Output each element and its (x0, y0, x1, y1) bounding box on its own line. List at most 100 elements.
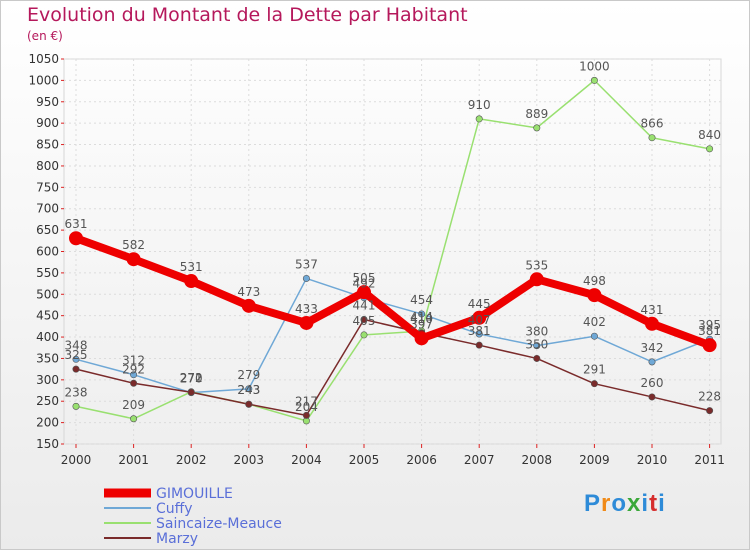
data-point (706, 407, 714, 415)
data-label: 292 (122, 362, 145, 376)
data-point (472, 310, 487, 325)
x-tick-label: 2002 (176, 453, 207, 467)
legend-label: Marzy (156, 531, 198, 547)
data-point (533, 124, 541, 132)
data-point (184, 274, 199, 289)
data-point (529, 272, 544, 287)
y-tick-label: 600 (36, 245, 59, 259)
y-tick-label: 450 (36, 309, 59, 323)
series-line-cuffy (75, 277, 711, 394)
data-point (130, 371, 138, 379)
x-tick-label: 2004 (291, 453, 322, 467)
data-label: 431 (641, 303, 664, 317)
x-tick-label: 2000 (61, 453, 92, 467)
series-line-saincaize-meauce (75, 79, 711, 422)
data-label: 866 (641, 117, 664, 131)
legend-label: GIMOUILLE (156, 486, 233, 502)
data-label: 271 (180, 371, 203, 385)
legend-label: Saincaize-Meauce (156, 516, 282, 532)
data-label: 889 (525, 107, 548, 121)
data-point (245, 385, 253, 393)
data-label: 397 (410, 317, 433, 331)
data-label: 312 (122, 354, 145, 368)
data-point (187, 388, 195, 396)
y-tick-label: 750 (36, 180, 59, 194)
data-point (357, 285, 371, 300)
data-label: 1000 (579, 59, 610, 73)
logo-letter: P (584, 490, 602, 517)
data-label: 910 (468, 98, 491, 112)
data-point (299, 315, 314, 330)
data-point (475, 330, 483, 338)
data-label: 395 (698, 318, 721, 332)
data-point (533, 354, 541, 362)
y-tick-label: 800 (36, 159, 59, 173)
data-point (702, 338, 717, 353)
data-label: 473 (237, 285, 260, 299)
y-tick-label: 400 (36, 330, 59, 344)
data-label: 243 (237, 383, 260, 397)
y-tick-label: 500 (36, 287, 59, 301)
chart-subtitle: (en €) (27, 29, 63, 43)
data-label: 209 (122, 398, 145, 412)
data-label: 291 (583, 363, 606, 377)
y-tick-label: 1000 (28, 73, 59, 87)
data-point (302, 411, 310, 419)
x-tick-label: 2007 (464, 453, 495, 467)
data-label: 204 (295, 400, 318, 414)
data-label: 537 (295, 257, 318, 271)
data-point (360, 331, 368, 339)
logo-letter: x (627, 490, 642, 517)
data-point (590, 332, 598, 340)
proxiti-logo: Proxiti (584, 490, 666, 518)
data-label: 498 (583, 274, 606, 288)
plot-frame (63, 58, 722, 445)
data-point (587, 288, 602, 303)
data-label: 441 (353, 299, 376, 313)
data-label: 402 (583, 315, 606, 329)
y-tick-label: 1050 (28, 52, 59, 66)
data-label: 270 (180, 372, 203, 386)
data-label: 279 (237, 368, 260, 382)
data-label: 217 (295, 394, 318, 408)
data-point (69, 231, 83, 246)
data-label: 238 (65, 385, 88, 399)
y-tick-label: 900 (36, 116, 59, 130)
data-point (475, 341, 483, 349)
y-tick-label: 150 (36, 437, 59, 451)
logo-letter: t (649, 490, 659, 517)
logo-letter: i (641, 490, 650, 517)
y-tick-label: 200 (36, 416, 59, 430)
data-label: 342 (641, 341, 664, 355)
data-point (130, 415, 138, 423)
data-label: 535 (525, 258, 548, 272)
series-line-gimouille (72, 234, 714, 350)
data-point (130, 379, 138, 387)
data-point (72, 402, 80, 410)
data-label: 445 (468, 297, 491, 311)
chart-title: Evolution du Montant de la Dette par Hab… (27, 4, 468, 26)
data-point (72, 355, 80, 363)
x-tick-label: 2008 (522, 453, 553, 467)
y-tick-label: 350 (36, 351, 59, 365)
data-point (590, 76, 598, 84)
x-tick-label: 2006 (406, 453, 437, 467)
x-tick-label: 2009 (579, 453, 610, 467)
data-point (645, 316, 659, 331)
data-point (245, 400, 253, 408)
data-label: 531 (180, 260, 203, 274)
data-label: 410 (410, 312, 433, 326)
data-label: 631 (65, 217, 88, 231)
data-label: 348 (65, 338, 88, 352)
data-point (648, 393, 656, 401)
data-label: 840 (698, 128, 721, 142)
data-label: 407 (468, 313, 491, 327)
data-point (475, 115, 483, 123)
data-label: 260 (641, 376, 664, 390)
data-point (533, 342, 541, 350)
y-tick-label: 850 (36, 138, 59, 152)
x-tick-label: 2001 (118, 453, 149, 467)
y-tick-label: 550 (36, 266, 59, 280)
logo-letter: i (658, 490, 666, 517)
